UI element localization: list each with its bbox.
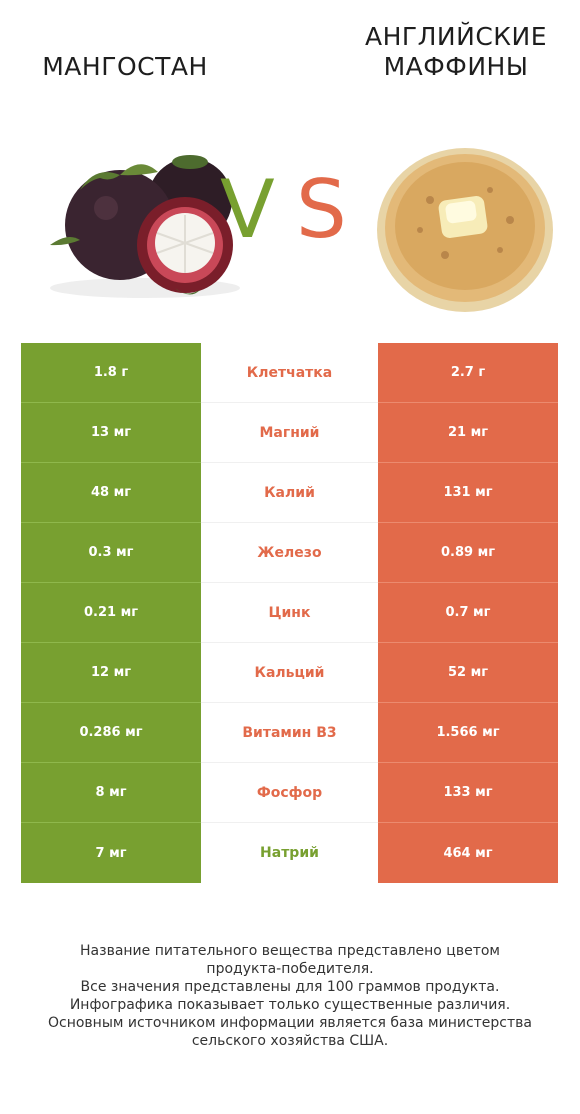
footer-line: сельского хозяйства США.: [191, 1033, 389, 1049]
table-row: 12 мг Кальций 52 мг: [21, 643, 558, 703]
vs-letter-v: V: [220, 163, 275, 256]
table-row: 7 мг Натрий 464 мг: [21, 823, 558, 883]
nutrient-name-cell: Магний: [201, 403, 378, 463]
nutrient-name-cell: Калий: [201, 463, 378, 523]
footer-notes: Название питательного вещества представл…: [20, 942, 560, 1050]
left-value-cell: 0.21 мг: [21, 583, 201, 643]
nutrient-name-cell: Фосфор: [201, 763, 378, 823]
left-product-title: МАНГОСТАН: [42, 52, 208, 81]
table-row: 0.21 мг Цинк 0.7 мг: [21, 583, 558, 643]
right-value-cell: 21 мг: [378, 403, 558, 463]
table-row: 8 мг Фосфор 133 мг: [21, 763, 558, 823]
nutrient-name-cell: Железо: [201, 523, 378, 583]
footer-line: Название питательного вещества представл…: [80, 943, 500, 959]
right-value-cell: 131 мг: [378, 463, 558, 523]
nutrient-name-cell: Натрий: [201, 823, 378, 883]
right-value-cell: 133 мг: [378, 763, 558, 823]
vs-letter-s: S: [296, 163, 347, 256]
right-title-line-1: АНГЛИЙСКИЕ: [364, 22, 548, 51]
nutrient-name-cell: Кальций: [201, 643, 378, 703]
right-product-title: АНГЛИЙСКИЕ МАФФИНЫ: [345, 22, 567, 82]
right-value-cell: 0.7 мг: [378, 583, 558, 643]
footer-line: Инфографика показывает только существенн…: [69, 997, 511, 1013]
table-row: 0.3 мг Железо 0.89 мг: [21, 523, 558, 583]
table-row: 48 мг Калий 131 мг: [21, 463, 558, 523]
right-value-cell: 52 мг: [378, 643, 558, 703]
footer-line: продукта-победителя.: [206, 961, 374, 977]
right-value-cell: 2.7 г: [378, 343, 558, 403]
left-value-cell: 1.8 г: [21, 343, 201, 403]
left-value-cell: 0.286 мг: [21, 703, 201, 763]
nutrient-name-cell: Витамин B3: [201, 703, 378, 763]
left-value-cell: 8 мг: [21, 763, 201, 823]
right-value-cell: 464 мг: [378, 823, 558, 883]
right-title-line-2: МАФФИНЫ: [383, 52, 529, 81]
left-value-cell: 48 мг: [21, 463, 201, 523]
footer-line: Все значения представлены для 100 граммо…: [80, 979, 500, 995]
nutrient-name-cell: Клетчатка: [201, 343, 378, 403]
left-value-cell: 0.3 мг: [21, 523, 201, 583]
right-value-cell: 1.566 мг: [378, 703, 558, 763]
footer-line: Основным источником информации является …: [48, 1015, 532, 1031]
right-value-cell: 0.89 мг: [378, 523, 558, 583]
table-row: 13 мг Магний 21 мг: [21, 403, 558, 463]
table-row: 0.286 мг Витамин B3 1.566 мг: [21, 703, 558, 763]
left-value-cell: 7 мг: [21, 823, 201, 883]
left-value-cell: 12 мг: [21, 643, 201, 703]
left-value-cell: 13 мг: [21, 403, 201, 463]
nutrition-comparison-table: 1.8 г Клетчатка 2.7 г 13 мг Магний 21 мг 48 мг…: [21, 343, 558, 883]
nutrient-name-cell: Цинк: [201, 583, 378, 643]
mangosteen-image: [50, 155, 240, 298]
english-muffin-image: [377, 148, 553, 312]
table-row: 1.8 г Клетчатка 2.7 г: [21, 343, 558, 403]
